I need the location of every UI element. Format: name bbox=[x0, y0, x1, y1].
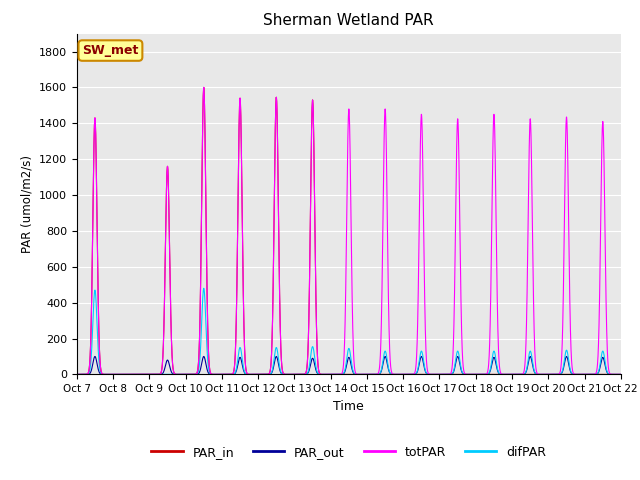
difPAR bbox=[617, 372, 625, 377]
Text: SW_met: SW_met bbox=[82, 44, 139, 57]
difPAR bbox=[171, 372, 179, 377]
PAR_out bbox=[502, 372, 509, 377]
PAR_in bbox=[502, 372, 509, 377]
difPAR bbox=[502, 372, 509, 377]
difPAR bbox=[441, 372, 449, 377]
difPAR bbox=[329, 372, 337, 377]
Y-axis label: PAR (umol/m2/s): PAR (umol/m2/s) bbox=[20, 155, 33, 253]
difPAR bbox=[471, 372, 479, 377]
X-axis label: Time: Time bbox=[333, 400, 364, 413]
Line: totPAR: totPAR bbox=[77, 87, 621, 374]
PAR_out bbox=[617, 372, 625, 377]
PAR_out bbox=[471, 372, 479, 377]
Legend: PAR_in, PAR_out, totPAR, difPAR: PAR_in, PAR_out, totPAR, difPAR bbox=[147, 441, 551, 464]
totPAR bbox=[617, 372, 625, 377]
totPAR bbox=[171, 371, 179, 377]
Line: difPAR: difPAR bbox=[77, 288, 621, 374]
PAR_in bbox=[441, 372, 449, 377]
PAR_out bbox=[329, 372, 337, 377]
PAR_in bbox=[200, 84, 207, 90]
PAR_out bbox=[73, 372, 81, 377]
PAR_out bbox=[441, 372, 449, 377]
Line: PAR_out: PAR_out bbox=[77, 357, 621, 374]
totPAR bbox=[502, 372, 509, 377]
PAR_out bbox=[91, 354, 99, 360]
PAR_in bbox=[171, 371, 179, 377]
PAR_in bbox=[73, 372, 81, 377]
Title: Sherman Wetland PAR: Sherman Wetland PAR bbox=[264, 13, 434, 28]
Line: PAR_in: PAR_in bbox=[77, 87, 621, 374]
totPAR bbox=[329, 372, 337, 377]
difPAR bbox=[200, 286, 207, 291]
totPAR bbox=[616, 372, 624, 377]
PAR_in bbox=[617, 372, 625, 377]
PAR_out bbox=[616, 372, 624, 377]
totPAR bbox=[441, 372, 449, 377]
difPAR bbox=[616, 372, 624, 377]
totPAR bbox=[471, 372, 479, 377]
PAR_in bbox=[471, 372, 479, 377]
totPAR bbox=[200, 84, 207, 90]
PAR_in bbox=[329, 372, 337, 377]
difPAR bbox=[73, 372, 81, 377]
totPAR bbox=[73, 372, 81, 377]
PAR_in bbox=[616, 372, 624, 377]
PAR_out bbox=[171, 372, 179, 377]
